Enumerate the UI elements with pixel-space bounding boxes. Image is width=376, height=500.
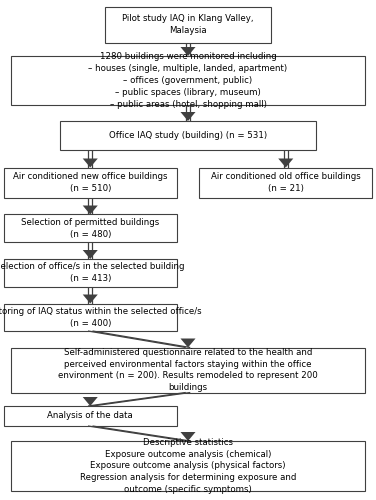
Polygon shape [83, 250, 98, 259]
FancyBboxPatch shape [60, 121, 316, 150]
Polygon shape [83, 158, 98, 168]
Text: 1280 buildings were monitored including
– houses (single, multiple, landed, apar: 1280 buildings were monitored including … [88, 52, 288, 108]
FancyBboxPatch shape [11, 441, 365, 491]
Polygon shape [278, 158, 293, 168]
Text: Pilot study IAQ in Klang Valley,
Malaysia: Pilot study IAQ in Klang Valley, Malaysi… [122, 14, 254, 35]
Polygon shape [83, 206, 98, 214]
Text: Air conditioned old office buildings
(n = 21): Air conditioned old office buildings (n … [211, 172, 361, 193]
Polygon shape [180, 432, 196, 441]
Text: Self-administered questionnaire related to the health and
perceived environmenta: Self-administered questionnaire related … [58, 348, 318, 392]
Polygon shape [180, 338, 196, 347]
FancyBboxPatch shape [4, 259, 177, 286]
Text: Analysis of the data: Analysis of the data [47, 412, 133, 420]
Polygon shape [180, 47, 196, 56]
Text: Selection of permitted buildings
(n = 480): Selection of permitted buildings (n = 48… [21, 218, 159, 238]
Text: Air conditioned new office buildings
(n = 510): Air conditioned new office buildings (n … [13, 172, 167, 193]
Text: Descriptive statistics
Exposure outcome analysis (chemical)
Exposure outcome ana: Descriptive statistics Exposure outcome … [80, 438, 296, 494]
Polygon shape [180, 112, 196, 121]
FancyBboxPatch shape [105, 6, 271, 43]
Text: Office IAQ study (building) (n = 531): Office IAQ study (building) (n = 531) [109, 131, 267, 140]
FancyBboxPatch shape [4, 214, 177, 242]
FancyBboxPatch shape [11, 348, 365, 393]
FancyBboxPatch shape [4, 168, 177, 198]
FancyBboxPatch shape [4, 304, 177, 331]
FancyBboxPatch shape [199, 168, 372, 198]
Text: Monitoring of IAQ status within the selected office/s
(n = 400): Monitoring of IAQ status within the sele… [0, 307, 202, 328]
FancyBboxPatch shape [11, 56, 365, 105]
Polygon shape [83, 397, 98, 406]
FancyBboxPatch shape [4, 406, 177, 426]
Polygon shape [83, 294, 98, 304]
Text: Selection of office/s in the selected building
(n = 413): Selection of office/s in the selected bu… [0, 262, 185, 283]
